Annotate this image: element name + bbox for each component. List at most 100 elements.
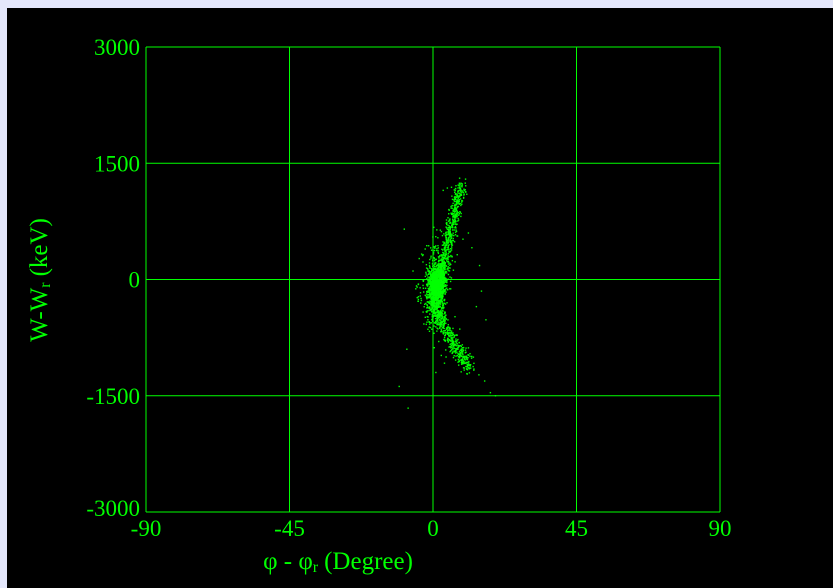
- data-point-1428: [437, 252, 440, 255]
- data-point-830: [441, 291, 444, 293]
- data-point-963: [442, 296, 444, 298]
- data-point-2435: [452, 338, 454, 340]
- data-point-1318: [422, 280, 425, 282]
- data-point-1848: [457, 205, 459, 208]
- data-point-2273: [455, 342, 458, 344]
- data-point-2393: [468, 360, 470, 363]
- data-point-2397: [457, 352, 459, 355]
- data-point-2365: [437, 296, 439, 299]
- data-point-1291: [417, 300, 419, 302]
- data-point-1890: [443, 252, 445, 254]
- data-point-2183: [440, 330, 442, 333]
- data-point-1492: [450, 207, 452, 209]
- data-point-1517: [447, 253, 450, 255]
- data-point-2168: [458, 350, 461, 353]
- data-point-1759: [459, 198, 462, 200]
- data-point-2453: [467, 347, 470, 349]
- plot-background: [7, 8, 833, 588]
- data-point-479: [428, 302, 430, 304]
- data-point-1709: [448, 219, 451, 221]
- data-point-2465: [444, 331, 447, 334]
- data-point-245: [434, 263, 436, 265]
- data-point-2184: [443, 330, 445, 332]
- data-point-1526: [453, 191, 456, 194]
- data-point-1983: [458, 357, 461, 359]
- data-point-1468: [449, 229, 451, 231]
- data-point-1716: [460, 194, 463, 196]
- data-point-1883: [462, 191, 464, 194]
- data-point-1889: [447, 241, 450, 243]
- data-point-2479: [427, 296, 429, 299]
- data-point-2484: [448, 339, 450, 341]
- data-point-1552: [451, 212, 454, 214]
- data-point-34: [473, 369, 475, 371]
- data-point-1658: [453, 199, 455, 202]
- data-point-1044: [435, 299, 437, 302]
- data-point-925: [438, 290, 440, 293]
- data-point-2412: [441, 323, 443, 326]
- data-point-2115: [455, 338, 457, 340]
- data-point-2240: [456, 348, 458, 351]
- data-point-2363: [458, 355, 461, 358]
- data-point-2149: [432, 315, 434, 317]
- data-point-1421: [438, 293, 440, 295]
- data-point-1118: [432, 283, 434, 285]
- data-point-1098: [442, 287, 444, 289]
- data-point-2288: [460, 352, 462, 354]
- data-point-1941: [454, 209, 456, 211]
- data-point-62: [462, 238, 464, 240]
- data-point-2446: [453, 344, 455, 347]
- data-point-1306: [442, 277, 444, 280]
- data-point-2025: [433, 315, 435, 317]
- data-point-1190: [430, 274, 432, 276]
- data-point-1903: [438, 259, 440, 262]
- data-point-1173: [431, 328, 433, 330]
- data-point-1176: [426, 310, 428, 312]
- data-point-1822: [441, 264, 443, 266]
- data-point-590: [433, 265, 436, 268]
- data-point-2215: [439, 313, 442, 316]
- data-point-2154: [437, 311, 440, 313]
- data-point-1915: [442, 244, 445, 246]
- data-point-2431: [443, 319, 446, 322]
- data-point-1182: [431, 305, 434, 307]
- data-point-1475: [433, 278, 436, 280]
- data-point-2448: [435, 294, 437, 297]
- data-point-1231: [419, 292, 422, 294]
- data-point-857: [439, 294, 441, 297]
- data-point-56: [471, 247, 473, 249]
- data-point-1127: [423, 323, 425, 325]
- data-point-451: [444, 303, 447, 305]
- data-point-5: [463, 189, 465, 192]
- data-point-1853: [454, 192, 457, 195]
- data-point-1167: [432, 281, 435, 283]
- data-point-1002: [429, 302, 431, 305]
- y-tick-label: 1500: [94, 151, 140, 176]
- data-point-1361: [448, 270, 451, 272]
- data-point-1431: [427, 273, 430, 275]
- data-point-1926: [455, 215, 458, 217]
- data-point-57: [478, 264, 481, 267]
- data-point-2407: [457, 347, 459, 349]
- data-point-1993: [430, 298, 433, 300]
- data-point-1284: [412, 270, 414, 272]
- data-point-1867: [454, 219, 456, 221]
- data-point-50: [438, 340, 440, 343]
- data-point-868: [437, 281, 439, 283]
- data-point-1347: [447, 269, 449, 272]
- data-point-1369: [441, 234, 444, 237]
- data-point-1376: [432, 251, 435, 253]
- data-point-1429: [449, 280, 452, 283]
- data-point-2108: [446, 329, 449, 332]
- data-point-2488: [450, 349, 453, 351]
- data-point-1292: [422, 261, 424, 263]
- data-point-1590: [444, 245, 446, 248]
- data-point-924: [436, 288, 439, 290]
- data-point-2281: [433, 290, 435, 292]
- data-point-905: [439, 274, 441, 276]
- data-point-1985: [433, 300, 435, 303]
- data-point-2086: [454, 344, 456, 347]
- data-point-1711: [450, 249, 453, 251]
- data-point-1952: [442, 281, 444, 284]
- data-point-793: [442, 292, 445, 294]
